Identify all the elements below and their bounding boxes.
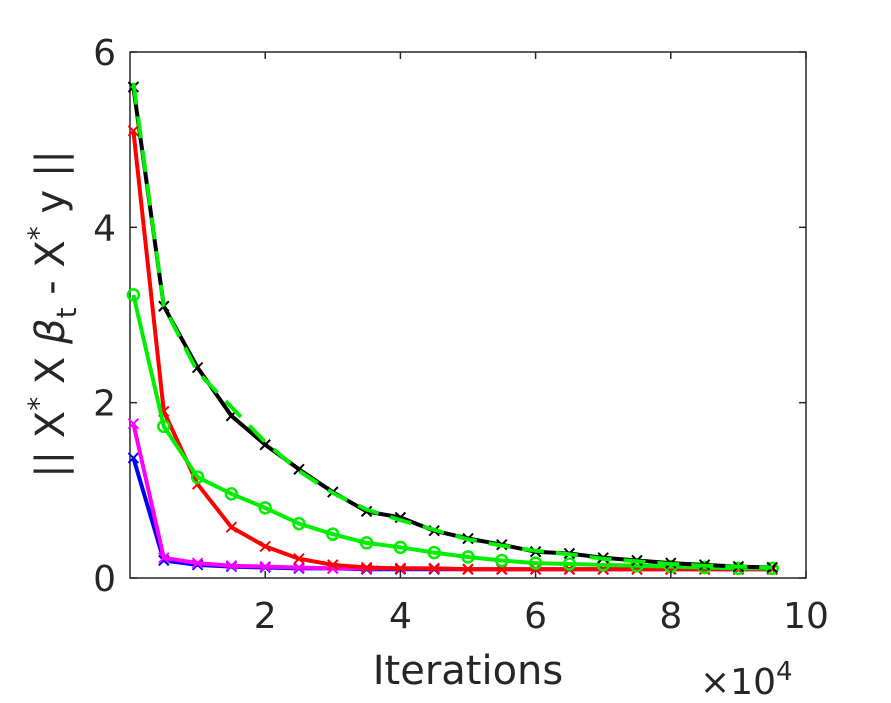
data-point [127, 417, 140, 430]
data-point [225, 521, 238, 533]
series-line [131, 82, 773, 570]
y-tick-label: 2 [93, 384, 116, 425]
series-6 [131, 82, 773, 570]
data-point [562, 557, 577, 571]
x-tick-label: 6 [524, 596, 547, 637]
data-point [360, 561, 373, 574]
data-point [293, 561, 305, 574]
data-point [259, 560, 271, 573]
y-axis-label: || X* X βt - X* y || [22, 150, 83, 478]
y-tick-label: 4 [93, 208, 116, 249]
data-point [428, 562, 440, 575]
data-point [158, 552, 170, 564]
data-point [393, 540, 408, 555]
x-tick-label: 2 [254, 596, 277, 637]
data-point [190, 470, 205, 484]
ticks-layer: 2 4 6 8 10 0 2 4 6 [93, 33, 829, 637]
data-point [359, 536, 374, 550]
x-tick-label: 10 [783, 596, 829, 637]
data-point [528, 556, 543, 570]
series-4 [126, 288, 779, 576]
data-point [225, 560, 238, 572]
x-axis-multiplier: ×104 [700, 657, 793, 703]
data-point [326, 527, 340, 541]
x-tick-label: 4 [389, 596, 412, 637]
data-point [127, 452, 140, 464]
data-point [126, 288, 141, 302]
data-point [495, 553, 509, 568]
series-layer [126, 81, 779, 576]
y-tick-label: 6 [93, 33, 116, 74]
y-tick-label: 0 [93, 559, 116, 600]
data-point [327, 559, 339, 571]
data-point [462, 563, 474, 575]
data-point [461, 550, 475, 564]
x-tick-label: 8 [659, 596, 682, 637]
data-point [259, 540, 271, 553]
svg-text:|| X* X βt - X* y ||: || X* X βt - X* y || [22, 150, 83, 478]
data-point [127, 125, 140, 137]
x-axis-label: Iterations [373, 648, 564, 694]
data-point [427, 545, 441, 560]
plot-area [129, 51, 807, 579]
data-point [394, 562, 407, 575]
data-point [224, 487, 239, 501]
data-point [293, 553, 305, 565]
data-point [292, 516, 306, 531]
data-point [258, 501, 272, 515]
data-point [191, 557, 204, 569]
data-point [157, 419, 171, 434]
